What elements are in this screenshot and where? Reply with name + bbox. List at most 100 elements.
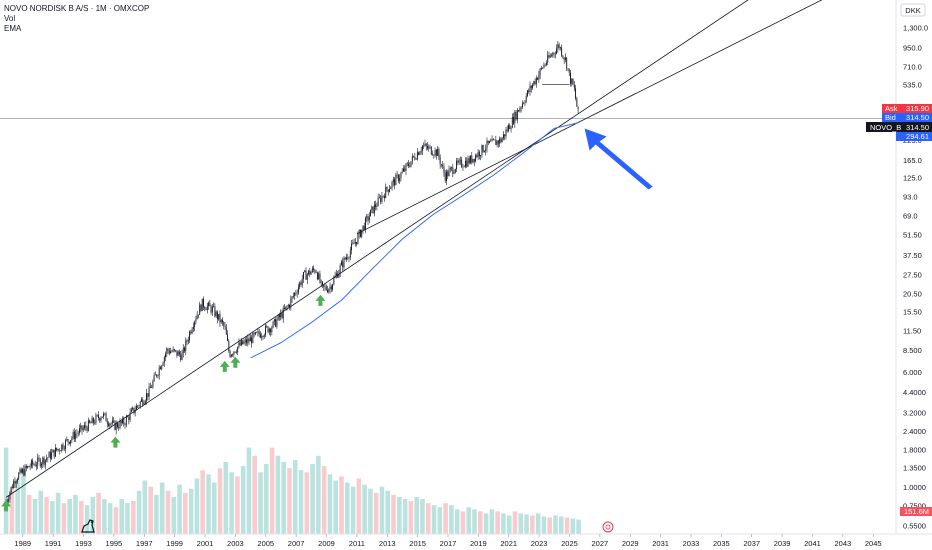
- volume-bar: [512, 511, 518, 534]
- candle-body: [334, 275, 336, 278]
- candle-body: [348, 257, 350, 259]
- candle-body: [572, 78, 574, 85]
- candle-body: [340, 261, 342, 266]
- candle-body: [68, 441, 70, 444]
- candle-body: [280, 312, 282, 318]
- volume-bar: [402, 499, 408, 534]
- volume-bar: [385, 490, 391, 534]
- volume-bar: [281, 462, 286, 534]
- candle-body: [397, 174, 399, 181]
- candle-body: [559, 47, 561, 48]
- candle-body: [502, 134, 504, 139]
- candle-body: [391, 181, 393, 188]
- volume-bar: [125, 503, 130, 534]
- candle-body: [223, 322, 225, 326]
- symbol-title[interactable]: NOVO NORDISK B A/S · 1M · OMXCOP: [4, 4, 150, 13]
- candle-body: [329, 286, 331, 290]
- volume-bar: [431, 505, 437, 534]
- candle-body: [524, 102, 526, 104]
- time-tick-label: 2015: [409, 539, 426, 548]
- candle-body: [270, 328, 272, 333]
- candle-body: [530, 85, 532, 89]
- time-tick-label: 2035: [713, 539, 730, 548]
- candle-body: [508, 125, 509, 131]
- candle-body: [195, 319, 197, 322]
- candle-body: [70, 440, 72, 444]
- time-tick-label: 2045: [865, 539, 882, 548]
- volume-bar: [292, 459, 298, 534]
- candle-body: [154, 374, 156, 376]
- volume-bar: [246, 447, 252, 534]
- candle-body: [296, 292, 298, 294]
- volume-bar: [344, 482, 350, 534]
- candle-body: [566, 57, 568, 69]
- candle-body: [477, 151, 479, 157]
- candle-body: [405, 163, 407, 171]
- candle-body: [24, 466, 26, 476]
- candle-body: [170, 351, 172, 354]
- tradingview-logo-icon[interactable]: [81, 519, 95, 533]
- candle-body: [325, 286, 327, 290]
- time-axis[interactable]: 1989 1991 1993 1995 1997 1999 2001 2003 2005 2007…: [14, 534, 882, 548]
- candle-body: [175, 350, 177, 351]
- candle-body: [549, 55, 551, 58]
- volume-bar: [96, 492, 101, 534]
- candle-body: [481, 145, 483, 156]
- candle-body: [291, 296, 293, 299]
- candle-body: [547, 55, 549, 63]
- candle-body: [109, 423, 111, 426]
- candle-body: [501, 138, 503, 143]
- volume-bar: [316, 455, 321, 534]
- candle-body: [99, 418, 101, 421]
- candle-body: [394, 179, 396, 186]
- candle-body: [368, 216, 370, 221]
- candle-body: [315, 272, 317, 273]
- candle-body: [134, 410, 136, 413]
- price-tick-label: 0.7500: [903, 501, 926, 510]
- candle-body: [56, 447, 58, 451]
- candle-body: [421, 145, 423, 151]
- candle-body: [143, 403, 145, 405]
- candle-body: [562, 55, 564, 58]
- volume-bar: [524, 514, 529, 534]
- candle-body: [485, 148, 487, 152]
- candle-body: [232, 354, 234, 356]
- candle-body: [429, 146, 431, 148]
- candle-body: [127, 416, 129, 418]
- indicator-vol-label[interactable]: Vol: [4, 14, 16, 23]
- volume-bars: [3, 447, 581, 534]
- candle-body: [259, 334, 261, 338]
- candle-body: [513, 116, 515, 124]
- currency-box[interactable]: [900, 3, 926, 17]
- candle-body: [38, 457, 40, 460]
- event-marker-icon[interactable]: [602, 521, 614, 533]
- candle-body: [85, 425, 87, 428]
- volume-bar: [506, 515, 512, 534]
- bid-tag: Bid 314.50: [882, 113, 932, 122]
- candle-body: [157, 375, 159, 377]
- candle-body: [211, 306, 213, 313]
- trendlines[interactable]: [5, 0, 873, 498]
- volume-bar: [217, 468, 223, 534]
- candle-body: [80, 425, 82, 429]
- candle-body: [124, 424, 126, 425]
- up-arrow-icon: [110, 436, 121, 448]
- price-tick-label: 125.0: [903, 174, 922, 183]
- candle-body: [430, 146, 432, 155]
- candle-body: [444, 173, 446, 182]
- candle-body: [476, 155, 478, 157]
- candle-body: [362, 225, 364, 230]
- volume-bar: [235, 476, 240, 534]
- volume-bar: [454, 509, 460, 534]
- candle-body: [213, 306, 215, 307]
- candle-body: [151, 387, 153, 388]
- indicator-ema-label[interactable]: EMA: [4, 24, 22, 33]
- price-scale-background[interactable]: [896, 0, 932, 534]
- candle-body: [515, 111, 517, 120]
- candle-body: [200, 304, 202, 311]
- candle-body: [568, 68, 570, 73]
- candle-body: [419, 152, 421, 155]
- volume-bar: [478, 511, 483, 534]
- candle-body: [258, 331, 260, 335]
